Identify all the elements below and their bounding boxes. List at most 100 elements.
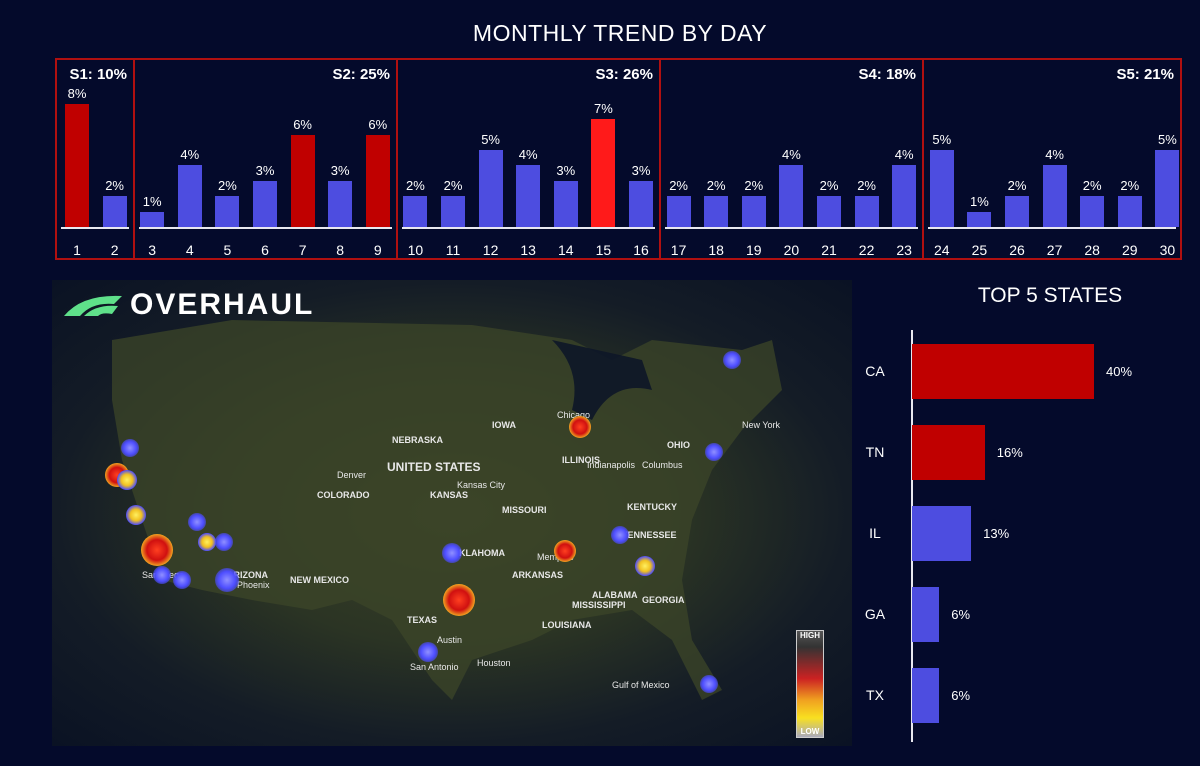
us-landmass [112,320,782,700]
state-label: GA [864,606,886,622]
value-label: 2% [669,178,688,194]
heat-spot [442,543,462,563]
value-label: 2% [1082,178,1102,194]
bar-day-6[interactable] [253,180,277,227]
bar-day-11[interactable] [441,196,465,227]
bar-day-5[interactable] [215,196,240,227]
map-label: Denver [337,470,367,480]
map-label: Phoenix [237,580,270,590]
segment-label: S4: 18% [858,66,916,83]
value-label: 13% [983,526,1010,541]
heat-spot [569,416,591,438]
bar-state-il[interactable] [912,506,972,561]
heat-spot [188,513,206,531]
bar-day-19[interactable] [741,196,766,227]
day-label: 21 [821,242,837,258]
heat-spot [554,540,576,562]
bar-day-4[interactable] [177,165,202,227]
value-label: 4% [180,147,200,163]
value-label: 4% [781,147,801,163]
day-label: 30 [1159,242,1176,258]
bar-day-2[interactable] [102,196,127,227]
bar-day-24[interactable] [929,150,954,227]
bar-day-16[interactable] [629,180,653,227]
map-label: UNITED STATES [387,460,481,474]
bar-day-21[interactable] [817,196,841,227]
value-label: 1% [969,193,989,209]
value-label: 7% [593,101,613,117]
bar-day-12[interactable] [478,150,503,227]
map-label: ARIZONA [227,570,268,580]
bar-day-9[interactable] [365,134,390,227]
bar-day-3[interactable] [140,211,165,227]
bar-day-14[interactable] [553,180,578,227]
bar-day-22[interactable] [854,196,879,227]
us-heat-map[interactable]: OVERHAUL UNITED STATES TEXAS Austin Houston… [52,280,852,746]
map-label: ALABAMA [592,590,638,600]
day-label: 24 [934,242,950,258]
baseline [665,227,918,229]
value-label: 2% [217,178,237,194]
segment-box-s5: S5: 21% [922,58,1182,260]
map-label: NEBRASKA [392,435,444,445]
map-label: IOWA [492,420,516,430]
day-label: 7 [298,242,307,258]
value-label: 2% [819,178,839,194]
bar-day-29[interactable] [1117,196,1142,227]
bar-day-7[interactable] [290,134,315,227]
day-label: 1 [73,242,81,258]
bar-day-10[interactable] [403,196,428,227]
bar-day-27[interactable] [1042,165,1067,227]
top-states-chart: CA 40% TN 16% IL 13% GA 6% TX 6% [850,330,1190,750]
bar-day-1[interactable] [65,103,89,227]
map-label: TENNESSEE [622,530,677,540]
map-label: KANSAS [430,490,469,500]
bar-day-8[interactable] [328,180,353,227]
bar-day-25[interactable] [967,211,992,227]
heat-spot [173,571,191,589]
bar-state-tx[interactable] [912,668,940,723]
value-label: 1% [142,193,162,209]
day-label: 15 [595,242,612,258]
baseline [139,227,392,229]
day-label: 20 [783,242,800,258]
bar-day-18[interactable] [704,196,729,227]
bar-day-28[interactable] [1080,196,1105,227]
heat-spot [215,533,233,551]
bar-day-15[interactable] [591,119,616,227]
bar-day-13[interactable] [516,165,541,227]
value-label: 16% [996,445,1023,460]
bar-day-30[interactable] [1155,150,1180,227]
bar-state-tn[interactable] [912,425,985,480]
map-label: OKLAHOMA [452,548,505,558]
segment-label: S5: 21% [1116,66,1174,83]
day-label: 6 [261,242,269,258]
map-label: GEORGIA [642,595,685,605]
value-label: 6% [368,116,388,132]
heat-spot [117,470,137,490]
bar-day-17[interactable] [666,196,691,227]
day-label: 14 [558,242,574,258]
bar-day-23[interactable] [892,165,917,227]
map-label: Austin [437,635,463,645]
state-label: TX [866,687,884,703]
map-label: ILLINOIS [562,455,600,465]
day-label: 2 [110,242,119,258]
value-label: 6% [293,116,312,132]
heat-spot [700,675,718,693]
value-label: 40% [1106,364,1133,379]
day-label: 11 [445,242,461,258]
value-label: 2% [857,178,876,194]
bar-state-ga[interactable] [912,587,940,642]
bar-day-26[interactable] [1005,196,1029,227]
day-label: 27 [1046,242,1063,258]
bar-state-ca[interactable] [912,344,1094,399]
heat-spot [635,556,655,576]
bar-day-20[interactable] [779,165,804,227]
state-label: CA [865,363,885,379]
value-label: 3% [631,162,651,178]
map-label: New York [742,420,781,430]
value-label: 3% [556,162,576,178]
value-label: 2% [1120,178,1140,194]
value-label: 6% [951,607,971,622]
